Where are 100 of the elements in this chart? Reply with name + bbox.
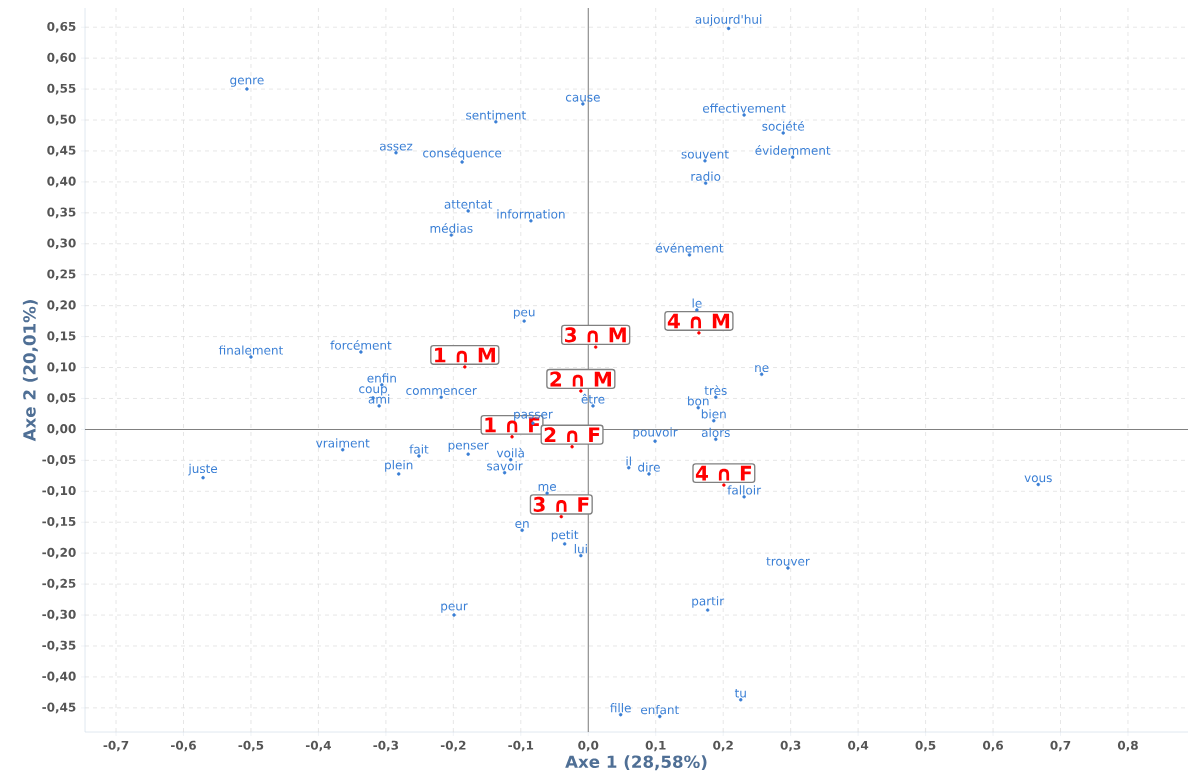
data-label: information [497,209,565,219]
y-tick-label: 0,15 [47,331,76,342]
x-tick-label: -0,5 [238,740,264,752]
point [460,160,464,164]
data-label: conséquence [423,147,502,160]
y-tick-label: 0,50 [47,114,76,126]
point [570,445,574,449]
point [562,542,567,546]
data-label: coup [359,386,387,396]
point [529,219,533,223]
data-label: bien [701,409,726,419]
data-label: sentiment [466,110,526,120]
data-label: en [515,521,529,528]
data-label: trouver [766,557,810,566]
x-tick-label: 0,5 [915,740,936,752]
data-label: enfin [367,373,396,383]
annotation: 3 ∩ F [533,496,589,512]
y-axis-title: Axe 2 (20,01%) [22,300,38,442]
y-tick-label: -0,35 [42,640,76,652]
y-tick-label: 0,55 [47,83,76,95]
point [705,608,710,612]
y-tick-label: -0,15 [42,516,76,528]
data-label: fait [409,444,429,454]
data-label: tu [734,688,746,698]
point [417,454,421,458]
annotation: 2 ∩ F [544,427,600,443]
y-tick-label: 0,65 [47,21,76,33]
point [579,389,583,393]
data-label: aujourd'hui [695,14,762,27]
point [696,406,700,410]
point [452,613,456,617]
y-tick-label: 0,10 [47,362,76,373]
y-tick-label: 0,05 [47,393,76,404]
point [627,466,631,470]
y-tick-label: -0,45 [42,702,76,714]
point [697,331,701,335]
annotation: 4 ∩ F [695,465,752,481]
x-tick-label: 0,8 [1117,740,1138,752]
point [466,452,470,456]
point [695,308,699,312]
data-label: évidemment [755,145,831,155]
x-tick-label: -0,2 [440,740,466,752]
x-tick-label: 0,3 [780,740,801,752]
data-label: plein [385,460,413,472]
point [781,131,785,135]
x-tick-label: 0,0 [578,740,599,752]
point [581,102,585,106]
point [687,253,692,257]
point [545,491,549,495]
y-tick-label: 0,20 [47,300,76,311]
point [722,483,726,487]
data-label: attentat [444,200,493,209]
x-tick-label: -0,1 [508,740,534,752]
data-label: radio [691,171,721,181]
point [396,472,401,476]
x-tick-label: -0,6 [171,740,196,752]
data-label: pouvoir [633,427,678,439]
point [712,419,716,423]
x-axis-title: Axe 1 (28,58%) [565,755,707,771]
point [522,319,526,323]
point [559,514,564,519]
data-label: fille [610,703,631,713]
point [714,395,718,399]
data-label: voilà [496,447,524,458]
data-label: effectivement [703,103,786,113]
point [394,151,398,155]
point [647,472,651,476]
data-label: savoir [487,461,523,471]
y-tick-label: 0,35 [47,207,76,219]
point [245,87,249,91]
y-tick-label: -0,05 [42,455,76,466]
x-tick-label: 0,2 [713,740,733,752]
data-label: penser [448,442,489,452]
data-label: vraiment [316,438,370,448]
point [759,372,764,377]
y-tick-label: 0,00 [47,424,76,435]
y-tick-label: 0,25 [47,269,76,281]
point [377,404,381,408]
point [739,698,743,702]
annotation: 2 ∩ M [550,371,611,387]
data-label: vous [1024,475,1052,483]
point [249,355,253,359]
y-tick-label: -0,40 [42,671,76,683]
y-tick-label: 0,60 [47,52,76,64]
data-label: événement [656,242,724,253]
data-label: petit [551,530,579,542]
data-label: très [704,385,727,395]
annotation: 3 ∩ M [565,327,626,343]
x-tick-label: 0,4 [848,740,869,752]
data-label: partir [692,596,725,608]
data-label: lui [574,544,587,554]
point [520,528,524,533]
point [439,395,443,399]
data-label: falloir [727,485,762,495]
data-label: commencer [406,388,477,395]
data-label: peu [513,309,535,319]
point [463,365,467,369]
y-tick-label: 0,45 [47,145,76,157]
y-tick-label: -0,10 [42,485,76,497]
point [786,566,790,570]
